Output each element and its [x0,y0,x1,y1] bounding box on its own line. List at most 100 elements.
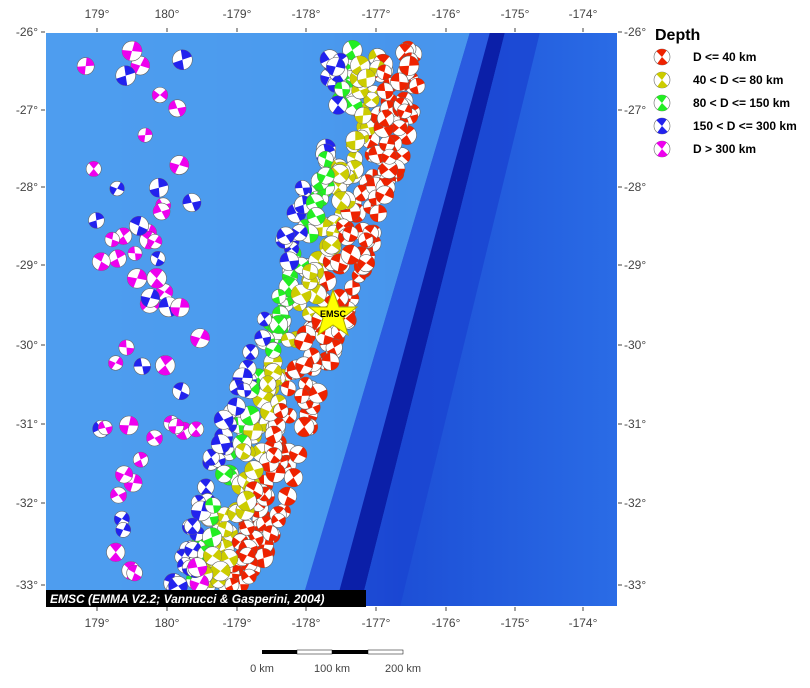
beachball-quadrant [366,256,375,268]
beachball-quadrant [312,404,321,414]
map-area: EMSC [45,32,618,607]
beachball-quadrant [160,355,173,366]
beachball-quadrant [232,537,241,548]
beachball-quadrant [245,344,256,353]
beachball-quadrant [327,84,336,93]
lon-label: -174° [569,616,598,630]
beachball-quadrant [132,41,142,52]
lon-label: -177° [362,7,391,21]
beachball-quadrant [404,104,412,114]
beachball-quadrant [259,461,271,472]
beachball-quadrant [235,508,246,520]
beachball-quadrant [344,287,353,296]
beachball-quadrant [111,239,120,247]
beachball-quadrant [364,225,375,234]
beachball-quadrant [322,218,332,228]
beachball-quadrant [357,78,367,88]
beachball-quadrant [244,390,252,397]
beachball-quadrant [379,118,390,127]
beachball-quadrant [282,276,296,287]
beachball-quadrant [232,564,242,573]
beachball-quadrant [254,330,263,340]
beachball-quadrant [95,212,104,221]
beachball-quadrant [235,434,248,444]
beachball-quadrant [223,529,233,538]
lon-label: -176° [432,7,461,21]
beachball-quadrant [289,260,299,271]
beachball-quadrant [140,57,150,69]
lat-label: -32° [624,496,646,510]
beachball-quadrant [199,575,209,587]
beachball-quadrant [138,452,148,460]
beachball-quadrant [179,156,189,168]
lat-label: -31° [624,417,646,431]
legend-title: Depth [655,27,700,44]
lon-label: 179° [85,7,110,21]
epicenter-star [307,288,359,337]
beachball-quadrant [151,251,161,259]
beachball-quadrant [168,578,179,591]
beachball-quadrant [395,97,405,106]
beachball-quadrant [354,262,363,274]
beachball-quadrant [118,491,127,502]
legend: Depth D <= 40 km 40 < D <= 80 km 80 < D <=… [653,27,797,158]
beachball-quadrant [333,331,344,340]
beachball-quadrant [124,65,136,76]
beachball-quadrant [657,103,668,112]
beachball-quadrant [85,57,95,67]
beachball-quadrant [200,478,211,488]
beachball-quadrant [397,91,409,101]
beachball-quadrant [146,431,155,442]
beachball-quadrant [345,311,356,325]
beachball-quadrant [135,253,142,261]
beachball-quadrant [331,253,341,263]
beachball-quadrant [242,359,254,369]
beachball-quadrant [98,421,106,430]
beachball-quadrant [389,150,397,161]
beachball-quadrant [109,543,122,553]
beachball-quadrant [351,83,360,94]
beachball-quadrant [285,415,295,424]
beachball-quadrant [263,525,273,534]
beachball-quadrant [219,550,229,562]
beachball-quadrant [105,426,113,435]
lat-label: -26° [16,25,38,39]
beachball-quadrant [173,382,184,392]
beachball-quadrant [320,51,330,64]
beachball-quadrant [242,368,253,379]
beachball-quadrant [309,233,319,243]
beachball-quadrant [237,383,245,391]
beachball-quadrant [220,564,231,577]
beachball-quadrant [124,481,134,492]
beachball-quadrant [286,204,297,216]
lat-label: -30° [16,338,38,352]
beachball-quadrant [352,279,361,288]
beachball-quadrant [399,43,411,53]
beachball-quadrant [302,281,311,290]
beachball-quadrant [295,180,303,189]
beachball-quadrant [279,487,291,497]
beachball-quadrant [244,461,254,473]
beachball-quadrant [363,232,373,241]
beachball-quadrant [250,383,260,396]
beachball-quadrant [218,521,228,530]
beachball-quadrant [189,580,200,592]
beachball-quadrant [311,316,322,329]
beachball-quadrant [224,467,233,479]
beachball-quadrant [373,119,384,132]
beachball-quadrant [158,297,169,308]
beachball-quadrant [359,240,369,248]
beachball-quadrant [350,160,362,170]
beachball-quadrant [145,128,153,136]
beachball-quadrant [371,95,380,106]
beachball-quadrant [227,509,237,521]
lat-label: -29° [16,258,38,272]
beachball-quadrant [184,546,193,557]
beachball-quadrant [382,72,392,80]
beachball-quadrant [272,296,281,304]
beachball-quadrant [154,235,162,245]
beachball-quadrant [179,298,190,308]
beachball-quadrant [249,556,258,567]
beachball-quadrant [332,105,345,115]
lat-label: -28° [16,180,38,194]
